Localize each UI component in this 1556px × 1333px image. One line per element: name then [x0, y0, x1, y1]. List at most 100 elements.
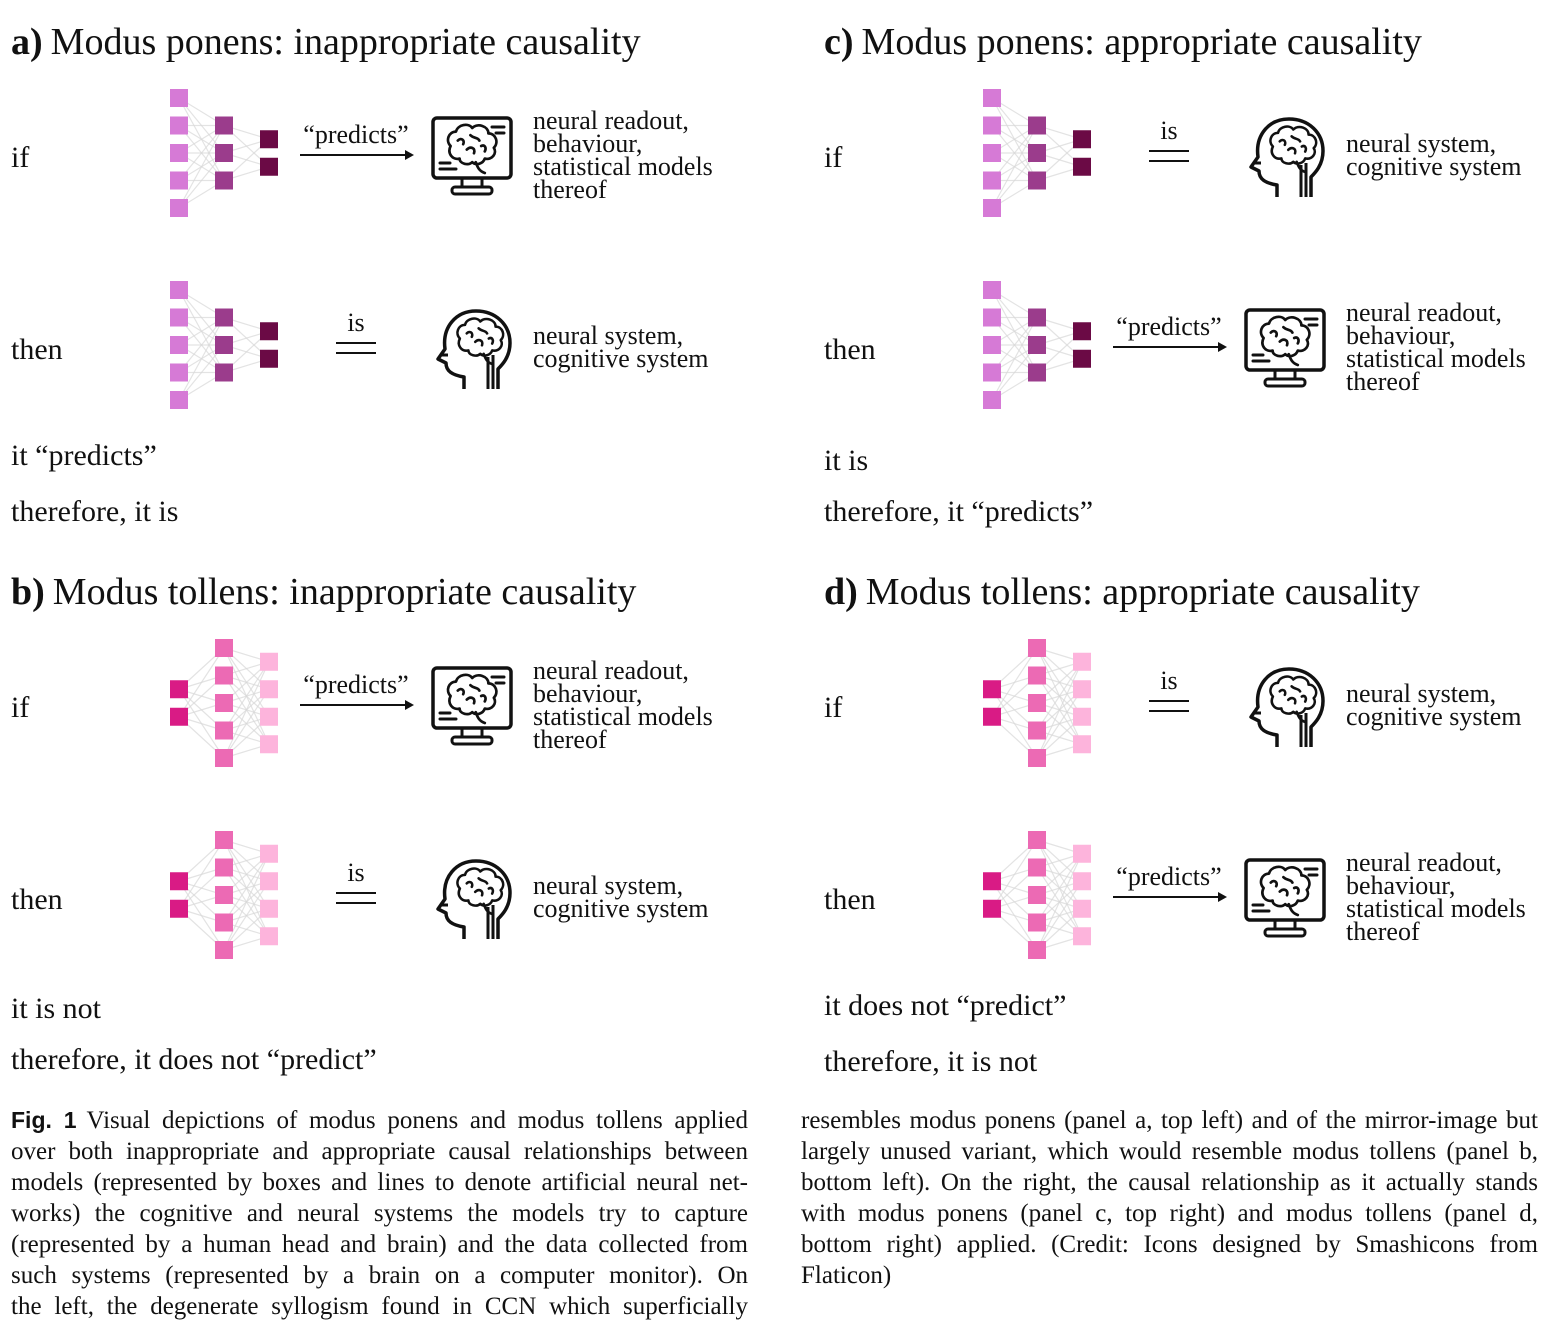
relation-equals: is	[1109, 666, 1229, 712]
network-connection	[991, 125, 1038, 209]
network-node	[1028, 858, 1046, 877]
arrow-right-icon	[300, 700, 414, 710]
target-line: cognitive system	[1346, 702, 1522, 731]
target-description: neural system, cognitive system	[533, 873, 709, 923]
neural-network	[978, 830, 1103, 967]
neural-network	[165, 280, 290, 417]
figure-label: Fig. 1	[11, 1107, 77, 1133]
panel-title: b) Modus tollens: inappropriate causality	[11, 570, 636, 614]
caption-left-column: Fig. 1 Visual depictions of modus ponens …	[11, 1105, 748, 1322]
network-node	[215, 336, 233, 354]
target-line: neural system,	[1346, 129, 1497, 158]
network-connection	[178, 317, 225, 401]
network-node	[215, 144, 233, 162]
target-description: neural system, cognitive system	[1346, 129, 1521, 180]
neural-network-diagram	[983, 281, 1091, 409]
network-node	[215, 694, 233, 712]
network-connection	[991, 152, 1038, 209]
caption-right-column: resembles modus ponens (panel a, top lef…	[801, 1105, 1538, 1291]
target-line: cognitive system	[533, 344, 709, 373]
relation-equals: is	[296, 858, 416, 904]
caption-text: Visual depictions of modus ponens and mo…	[86, 1107, 748, 1134]
network-node	[983, 171, 1001, 190]
target-line: behaviour,	[533, 679, 643, 708]
network-node	[1073, 157, 1091, 176]
network-node	[983, 89, 1001, 107]
network-node	[170, 116, 188, 135]
network-node	[260, 927, 278, 946]
panel-label: b)	[11, 571, 45, 613]
panel-b: b) Modus tollens: inappropriate causality…	[0, 550, 760, 1100]
network-connection	[223, 880, 270, 951]
network-node	[215, 721, 233, 740]
network-node	[170, 872, 188, 891]
network-node	[1028, 721, 1046, 740]
network-node	[215, 886, 233, 904]
caption-line: such systems (represented by a brain on …	[11, 1260, 748, 1291]
network-node	[1028, 694, 1046, 712]
conclusion-line: therefore, it is not	[824, 1045, 1038, 1078]
conclusion-line: it is	[824, 444, 869, 477]
conclusion-line: therefore, it “predicts”	[824, 495, 1094, 528]
network-connection	[1036, 661, 1083, 731]
relation-label: is	[1160, 116, 1178, 145]
network-node	[1073, 927, 1091, 946]
network-node	[1028, 831, 1046, 849]
network-node	[1028, 336, 1046, 354]
network-node	[1073, 872, 1091, 891]
relation-label: “predicts”	[303, 120, 409, 149]
target-line: statistical models	[533, 702, 713, 731]
panel-title-text: Modus ponens: inappropriate causality	[50, 21, 641, 63]
panel-d: d) Modus tollens: appropriate causality if…	[813, 550, 1556, 1100]
equals-line	[336, 902, 376, 904]
equals-line	[336, 342, 376, 344]
network-node	[260, 130, 278, 149]
relation-predicts-arrow: “predicts”	[1109, 862, 1229, 902]
target-description: neural readout, behaviour, statistical mod…	[1346, 300, 1526, 395]
network-node	[170, 363, 188, 382]
network-node	[983, 281, 1001, 299]
network-node	[170, 89, 188, 107]
target-line: neural readout,	[1346, 848, 1502, 877]
network-node	[170, 680, 188, 699]
network-connection	[178, 344, 225, 401]
condition-label: then	[11, 883, 63, 916]
network-node	[215, 858, 233, 877]
target-line: behaviour,	[533, 129, 643, 158]
network-node	[1028, 308, 1046, 327]
monitor-brain-icon	[1243, 857, 1327, 941]
network-node	[260, 872, 278, 891]
neural-network	[165, 830, 290, 967]
network-node	[170, 391, 188, 409]
network-node	[170, 281, 188, 299]
neural-network	[978, 638, 1103, 775]
arrow-right-icon	[1113, 342, 1227, 352]
network-node	[215, 116, 233, 135]
network-connection	[223, 688, 270, 759]
target-line: cognitive system	[533, 894, 709, 923]
network-connection	[1036, 853, 1083, 951]
network-node	[983, 336, 1001, 354]
network-node	[1028, 913, 1046, 932]
target-line: neural system,	[533, 321, 684, 350]
panel-label: a)	[11, 21, 43, 63]
network-node	[215, 308, 233, 327]
condition-label: then	[11, 333, 63, 366]
network-node	[983, 199, 1001, 217]
network-connection	[991, 317, 1038, 373]
network-node	[260, 680, 278, 699]
relation-label: is	[347, 858, 365, 887]
network-node	[260, 899, 278, 918]
network-connection	[1036, 661, 1083, 759]
neural-network	[165, 638, 290, 775]
caption-line: (represented by a human head and brain) …	[11, 1229, 748, 1260]
caption-text: over both inappropriate and appropriate …	[11, 1138, 748, 1165]
target-line: statistical models	[1346, 344, 1526, 373]
caption-line: resembles modus ponens (panel a, top lef…	[801, 1107, 1538, 1134]
network-node	[260, 707, 278, 726]
network-node	[983, 872, 1001, 891]
network-node	[1028, 639, 1046, 657]
network-node	[1073, 899, 1091, 918]
condition-label: if	[824, 691, 843, 724]
caption-line: with modus ponens (panel c, top right) a…	[801, 1200, 1538, 1227]
